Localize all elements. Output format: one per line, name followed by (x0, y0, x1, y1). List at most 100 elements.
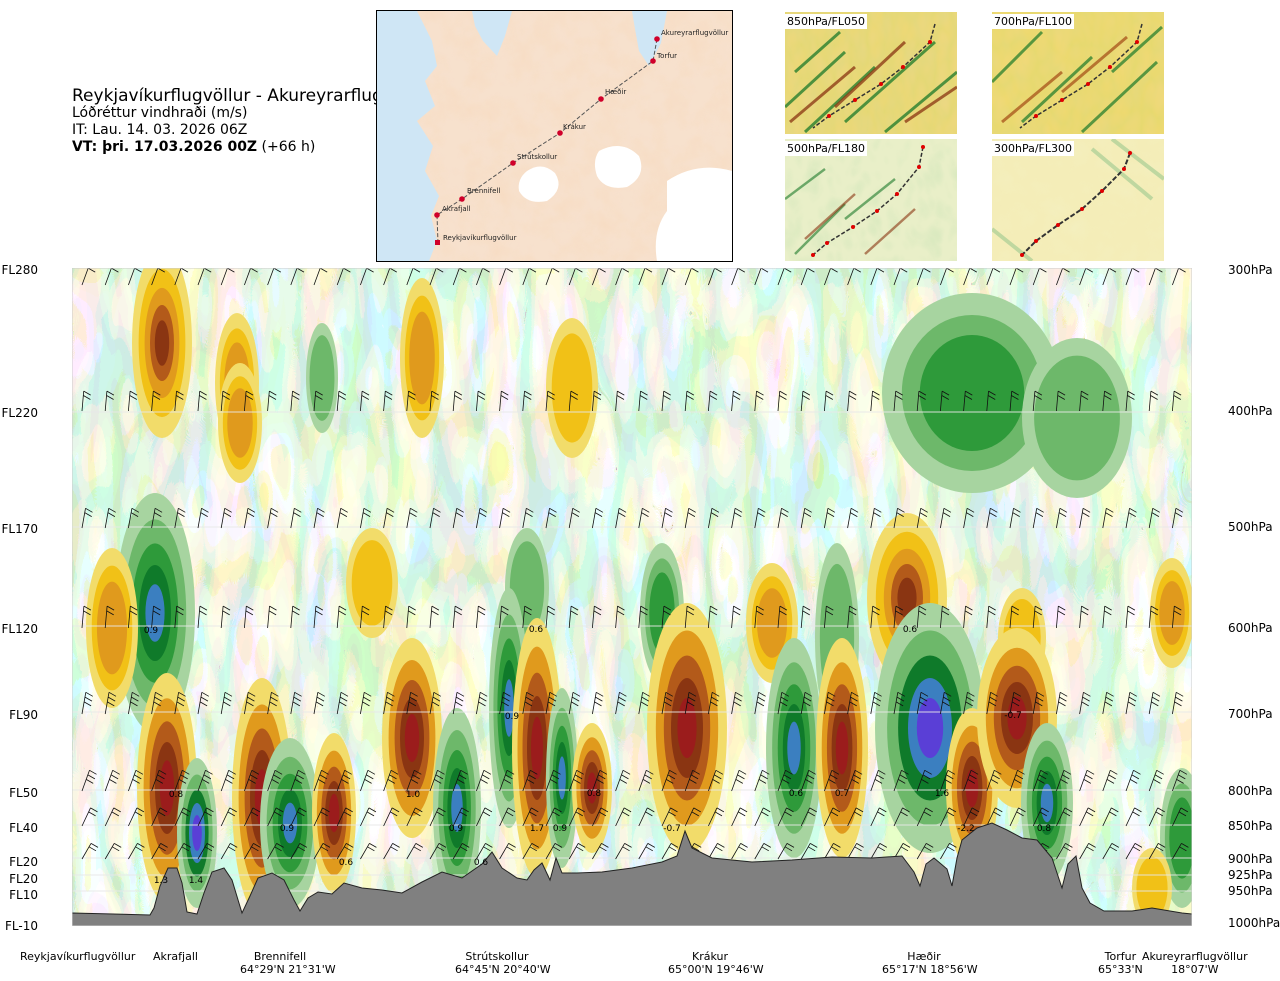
wind-barb (81, 507, 93, 529)
wind-barb (429, 390, 439, 412)
wind-barb (1125, 807, 1142, 827)
wind-barb (406, 605, 416, 629)
cell-contour (1040, 783, 1054, 823)
place-name: Akrafjall (153, 950, 198, 963)
fjord-north (632, 11, 667, 66)
waypoint-brennifell (459, 196, 465, 202)
cell-contour (965, 768, 979, 808)
wind-barb (197, 605, 208, 629)
wind-barb (1056, 605, 1066, 629)
wind-barb (708, 605, 718, 629)
wind-barb (499, 807, 516, 827)
valid-label: VT: þri. 17.03.2026 00Z (72, 139, 258, 155)
wind-barb (592, 605, 602, 629)
wind-barb (684, 507, 696, 529)
wind-barb (522, 390, 532, 412)
wind-barb (847, 769, 863, 792)
wind-barb (893, 390, 903, 412)
cell-contour (835, 721, 849, 775)
wind-barb (1079, 807, 1096, 827)
map-label-akureyri: Akureyrarflugvöllur (661, 29, 728, 37)
wind-barb (429, 769, 445, 792)
wind-barb (81, 390, 91, 412)
wind-barb (940, 691, 952, 715)
contour-label: -0.7 (1004, 711, 1022, 721)
wind-barb (220, 267, 235, 286)
wind-barb (360, 843, 377, 860)
wind-barb (870, 843, 887, 860)
wind-barb (429, 843, 447, 860)
wind-barb (174, 267, 189, 286)
wind-barb (1102, 769, 1118, 792)
wind-barb (290, 691, 302, 715)
wind-barb (406, 691, 418, 715)
wind-barb (81, 691, 93, 715)
wind-barb (1125, 267, 1140, 286)
wind-barb (290, 769, 306, 792)
wind-barb (661, 807, 678, 827)
wind-barb (777, 605, 788, 629)
wind-barb (336, 769, 352, 792)
wind-barb (638, 691, 650, 715)
map-label-krakur: Krákur (563, 123, 586, 131)
place-name: Reykjavíkurflugvöllur (20, 950, 136, 963)
cell-contour (551, 333, 593, 443)
contour-label: -2.2 (957, 824, 975, 834)
wind-barb (313, 605, 324, 629)
left-axis-label: FL280 (1, 263, 39, 277)
wind-barb (824, 507, 836, 529)
wind-barb (313, 691, 325, 715)
valid-time: VT: þri. 17.03.2026 00Z (+66 h) (72, 139, 431, 156)
contour-label: 1.6 (935, 789, 950, 799)
wind-barb (174, 605, 184, 629)
wind-barb (754, 605, 764, 629)
wind-barb (893, 267, 908, 286)
wind-barb (1009, 691, 1021, 715)
waypoint-haedir (598, 96, 604, 102)
wind-barb (220, 843, 238, 860)
wind-barb (452, 807, 469, 827)
wind-barb (1056, 267, 1070, 286)
wind-barb (1148, 691, 1161, 715)
wind-barb (684, 267, 699, 286)
wind-barb (220, 769, 236, 792)
wind-barb (615, 769, 631, 792)
wind-barb (916, 769, 932, 792)
wind-barb (128, 267, 142, 286)
wind-barb (81, 807, 98, 827)
wind-barb (499, 507, 511, 529)
right-axis-label: 1000hPa (1228, 916, 1280, 930)
wind-barb (220, 807, 237, 827)
wind-barb (545, 507, 557, 529)
wind-barb (151, 267, 165, 286)
cell-contour (159, 760, 175, 816)
wind-barb (267, 769, 283, 792)
wind-barb (661, 769, 677, 792)
place-coord: 64°29'N 21°31'W (240, 963, 336, 976)
wind-barb (963, 769, 979, 792)
wind-barb (824, 843, 841, 860)
cell-contour (916, 698, 944, 758)
contour-label: 0.9 (280, 824, 295, 834)
wind-barb (406, 390, 416, 412)
wind-barb (1056, 843, 1073, 860)
wind-barb (267, 390, 277, 412)
wind-barb (592, 843, 609, 860)
place-coord: 18°07'W (1171, 963, 1219, 976)
wind-barb (1102, 507, 1114, 529)
wind-barb (313, 807, 330, 827)
wind-barb (1148, 843, 1166, 860)
wind-barb (777, 843, 795, 860)
right-axis-label: 850hPa (1228, 819, 1273, 833)
level-map-850: 850hPa/FL050 (785, 12, 957, 134)
wind-barb (1102, 843, 1119, 860)
waypoint-torfur (650, 58, 656, 64)
contour-label: 0.7 (835, 789, 849, 799)
wind-barb (197, 807, 214, 827)
wind-barb (638, 507, 650, 529)
wind-barb (1009, 507, 1021, 529)
wind-barb (940, 267, 954, 286)
fjord-west (472, 11, 512, 56)
wind-barb (708, 769, 724, 792)
wind-barb (406, 843, 423, 860)
